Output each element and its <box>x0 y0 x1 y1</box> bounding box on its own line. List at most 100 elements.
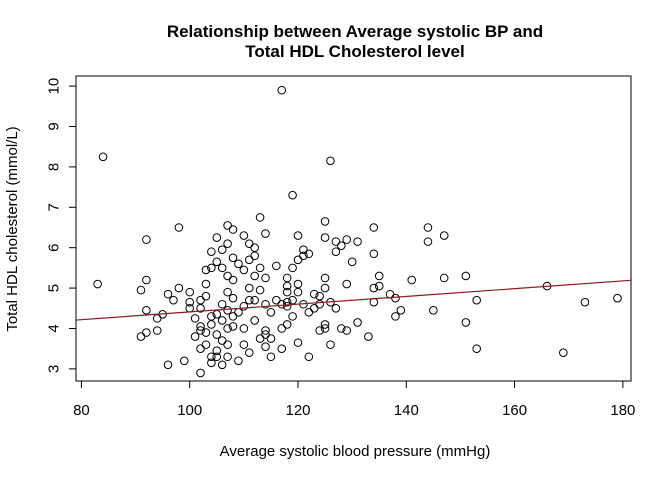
data-point <box>320 283 330 293</box>
data-point <box>196 322 205 331</box>
data-point <box>282 287 292 297</box>
data-point <box>261 326 270 335</box>
data-point <box>223 239 232 248</box>
data-point <box>234 356 243 366</box>
data-point <box>223 287 232 297</box>
data-point <box>282 281 292 291</box>
data-point <box>266 334 276 343</box>
data-point <box>239 340 249 349</box>
data-point <box>315 299 324 309</box>
data-point <box>326 156 335 166</box>
data-point <box>239 324 249 333</box>
data-point <box>282 297 292 307</box>
data-point <box>374 271 384 281</box>
data-point <box>429 306 438 315</box>
data-point <box>369 297 379 307</box>
data-point <box>185 297 195 307</box>
data-point <box>190 332 200 341</box>
data-point <box>196 295 205 305</box>
data-point <box>364 332 373 341</box>
data-point <box>304 352 314 362</box>
data-point <box>212 352 222 362</box>
data-point <box>228 312 238 321</box>
data-point <box>304 308 314 317</box>
data-point <box>223 221 232 230</box>
data-point <box>342 235 352 244</box>
data-point <box>234 259 243 269</box>
data-point <box>320 273 330 283</box>
data-point <box>239 231 249 240</box>
data-point <box>320 324 330 333</box>
data-point <box>244 255 254 265</box>
data-point <box>174 223 184 232</box>
x-axis: 80 100 120 140 160 180 <box>73 380 635 419</box>
data-point <box>304 249 314 259</box>
data-point <box>207 247 216 257</box>
data-point <box>255 285 265 295</box>
y-tick-label: 3 <box>46 365 63 373</box>
data-point <box>239 265 249 275</box>
data-point <box>309 303 319 313</box>
data-point <box>142 328 151 337</box>
data-point <box>369 249 379 259</box>
data-point <box>250 271 259 281</box>
data-point <box>347 257 357 267</box>
data-point <box>255 263 265 273</box>
data-point <box>212 257 222 267</box>
data-point <box>223 352 232 362</box>
plot-area-box <box>75 75 632 382</box>
data-point <box>174 283 184 293</box>
data-point <box>212 233 222 242</box>
data-point <box>320 320 330 329</box>
data-point <box>288 263 297 273</box>
data-point <box>315 326 324 335</box>
data-point <box>472 295 481 305</box>
data-point <box>423 237 433 246</box>
data-point <box>461 318 471 327</box>
data-point <box>331 303 341 313</box>
data-point <box>223 340 232 349</box>
x-tick-label: 100 <box>177 402 202 419</box>
data-point <box>196 344 205 353</box>
data-point <box>98 152 108 162</box>
data-point <box>142 306 151 315</box>
data-point <box>250 243 259 252</box>
data-point <box>293 255 303 265</box>
data-point <box>613 293 622 303</box>
data-point <box>288 312 297 321</box>
data-point <box>472 344 481 353</box>
data-point <box>559 348 568 358</box>
data-point <box>169 295 178 305</box>
y-tick-label: 8 <box>46 163 63 171</box>
data-point <box>320 217 330 226</box>
data-points <box>93 85 622 378</box>
data-point <box>217 245 227 255</box>
data-point <box>228 275 238 285</box>
data-point <box>250 295 259 305</box>
data-point <box>217 360 227 370</box>
chart-title-line-1: Relationship between Average systolic BP… <box>167 22 543 41</box>
data-point <box>293 279 303 289</box>
x-axis-label: Average systolic blood pressure (mmHg) <box>220 443 491 460</box>
data-point <box>374 281 384 291</box>
y-axis: 3 4 5 6 7 8 9 10 <box>46 78 77 373</box>
data-point <box>261 330 270 339</box>
data-point <box>391 312 400 321</box>
data-point <box>266 352 276 362</box>
x-tick-label: 180 <box>610 402 635 419</box>
data-point <box>217 316 227 325</box>
data-point <box>201 328 211 337</box>
data-point <box>261 229 270 238</box>
data-point <box>391 293 400 303</box>
data-point <box>439 273 449 283</box>
x-tick-label: 160 <box>502 402 527 419</box>
data-point <box>223 271 232 281</box>
data-point <box>277 299 287 309</box>
data-point <box>201 340 211 349</box>
y-tick-label: 10 <box>46 78 63 95</box>
data-point <box>261 342 270 351</box>
data-point <box>369 283 379 293</box>
data-point <box>217 263 227 273</box>
data-point <box>337 241 346 250</box>
